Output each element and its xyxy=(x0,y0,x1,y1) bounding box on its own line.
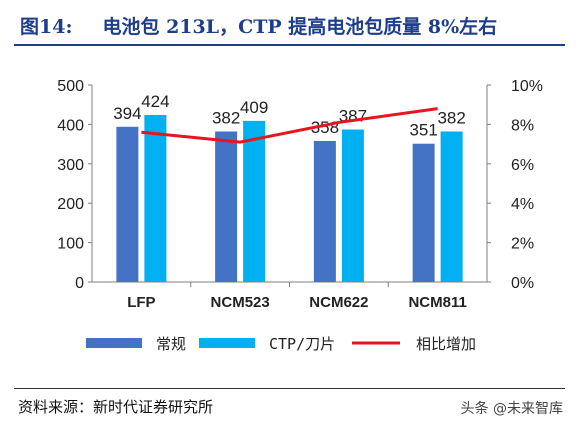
bar-1 xyxy=(243,120,266,282)
legend-swatch xyxy=(86,338,142,348)
chart-title: 图14: 电池包 213L，CTP 提高电池包质量 8%左右 xyxy=(20,12,497,39)
right-tick-label: 8% xyxy=(511,117,534,134)
right-tick-label: 2% xyxy=(511,236,534,253)
title-text: 电池包 213L，CTP 提高电池包质量 8%左右 xyxy=(102,16,498,38)
legend-swatch xyxy=(199,338,255,348)
category-label: NCM811 xyxy=(408,294,466,311)
source-divider xyxy=(14,388,565,389)
bar-0 xyxy=(313,140,336,282)
left-tick-label: 200 xyxy=(57,196,84,213)
watermark: 头条 @未来智库 xyxy=(460,401,563,417)
source-note: 资料来源：新时代证券研究所 xyxy=(18,398,214,416)
bar-1 xyxy=(440,131,463,282)
right-tick-label: 4% xyxy=(511,196,534,213)
data-label: 424 xyxy=(141,92,169,111)
title-divider xyxy=(14,44,565,46)
data-label: 409 xyxy=(240,98,268,117)
bar-0 xyxy=(116,126,139,282)
figure-label: 图14: xyxy=(20,16,73,38)
left-tick-label: 0 xyxy=(75,275,84,292)
legend-label: CTP/刀片 xyxy=(269,335,335,353)
legend-label: 相比增加 xyxy=(416,335,476,353)
right-tick-label: 0% xyxy=(511,275,534,292)
bar-0 xyxy=(215,131,238,282)
bar-1 xyxy=(341,129,364,282)
bar-0 xyxy=(412,143,435,282)
category-label: NCM523 xyxy=(211,294,270,311)
legend-label: 常规 xyxy=(156,335,186,353)
bar-1 xyxy=(144,114,167,282)
category-label: NCM622 xyxy=(309,294,368,311)
left-tick-label: 300 xyxy=(57,157,84,174)
data-label: 394 xyxy=(113,104,141,123)
left-tick-label: 100 xyxy=(57,236,84,253)
data-label: 382 xyxy=(437,108,465,127)
data-label: 382 xyxy=(212,108,240,127)
left-tick-label: 500 xyxy=(57,78,84,95)
right-tick-label: 10% xyxy=(511,78,543,95)
data-label: 351 xyxy=(409,121,437,140)
line-series xyxy=(141,107,438,144)
right-tick-label: 6% xyxy=(511,157,534,174)
left-tick-label: 400 xyxy=(57,117,84,134)
category-label: LFP xyxy=(127,294,155,311)
